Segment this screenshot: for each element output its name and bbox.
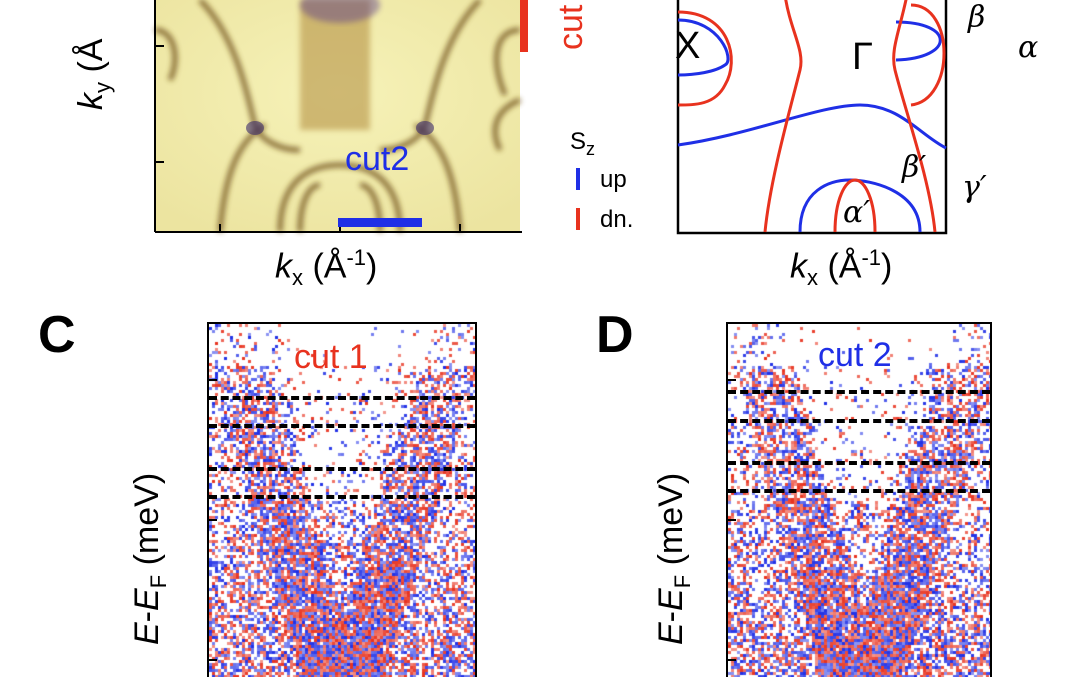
band-contour-bottom-arc: [277, 162, 403, 233]
panel-d-noise-canvas: [728, 324, 990, 677]
dashed-line-3: [728, 461, 990, 465]
x-pocket-down: [677, 10, 733, 107]
ky-unit: (Å: [72, 38, 110, 73]
dashed-line-1: [209, 396, 475, 400]
right-pocket-down: [910, 3, 946, 107]
band-contour-right: [379, 0, 482, 153]
ky-symbol: k: [72, 93, 110, 110]
alpha-label: α: [1018, 30, 1039, 65]
panel-c-ylabel: E-EF (meV): [128, 472, 171, 645]
right-pocket-up-2: [895, 20, 942, 62]
dashed-line-2: [728, 419, 990, 423]
legend-up-swatch: [576, 168, 580, 190]
panel-c-cut-label: cut 1: [294, 338, 368, 376]
band-contour-bottom-inner-1: [297, 182, 321, 233]
legend-down-swatch: [576, 208, 580, 230]
gamma-point-label: Γ: [852, 36, 873, 78]
panel-a-kx-label: kx (Å-1): [275, 245, 378, 291]
bottom-inner-down: [833, 178, 877, 233]
beta-prime-label: β′: [902, 150, 927, 185]
dashed-line-4: [728, 489, 990, 493]
legend-up-label: up: [600, 166, 627, 193]
dashed-line-4: [209, 495, 475, 499]
cut2-marker: [338, 218, 422, 227]
panel-c-noise-canvas: [209, 324, 475, 677]
spin-legend: Sz up dn.: [570, 128, 660, 238]
right-gamma-band: [892, 0, 937, 233]
cut2-label: cut2: [345, 140, 410, 178]
alpha-prime-label: α′: [843, 195, 871, 230]
panel-d-cut-label: cut 2: [818, 336, 892, 374]
ky-subscript: y: [89, 82, 115, 93]
panel-a-ky-label: ky (Å: [72, 0, 115, 115]
panel-d-ylabel: E-EF (meV): [652, 472, 695, 645]
dashed-line-3: [209, 467, 475, 471]
band-contour-left: [198, 0, 301, 153]
band-contour-pocket-left: [154, 27, 178, 82]
panel-c-spectrum: cut 1: [207, 322, 477, 677]
x-point-label: X: [675, 25, 701, 67]
legend-down-label: dn.: [600, 206, 634, 233]
left-gamma-band: [763, 0, 803, 233]
beta-label: β: [968, 0, 986, 35]
x-pocket-up: [677, 18, 730, 77]
panel-d-letter: D: [596, 306, 634, 364]
panel-a-fermi-surface-map: [154, 0, 528, 233]
panel-b-schematic: [676, 0, 948, 235]
cut1-marker: [520, 0, 528, 52]
band-contour-pocket-right-2: [492, 97, 522, 152]
dashed-line-2: [209, 424, 475, 428]
dashed-line-1: [728, 390, 990, 394]
band-contour-pocket-right: [494, 27, 521, 96]
panel-b-kx-label: kx (Å-1): [790, 245, 893, 291]
horizontal-band-up: [677, 103, 947, 150]
gamma-prime-label: γ′: [962, 170, 987, 205]
legend-title: Sz: [570, 128, 596, 159]
panel-d-spectrum: cut 2: [726, 322, 992, 677]
cut1-label-partial: cut: [552, 4, 590, 50]
panel-c-letter: C: [38, 306, 76, 364]
